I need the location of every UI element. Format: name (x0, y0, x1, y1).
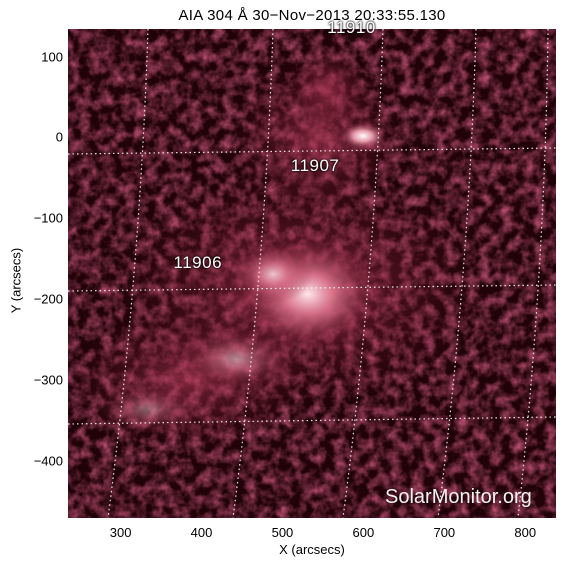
grid-line (68, 147, 556, 155)
y-tick-label: 100 (41, 49, 63, 65)
watermark-text: SolarMonitor.org (385, 486, 532, 508)
active-region-label: 11906 (173, 252, 223, 272)
solar-image-panel (68, 29, 556, 518)
y-axis-label: Y (arcsecs) (8, 247, 24, 314)
x-tick-label: 600 (352, 525, 375, 540)
heliographic-grid (68, 29, 556, 518)
grid-line (232, 29, 274, 518)
y-tick-label: 0 (55, 129, 63, 145)
y-tick-label: −100 (33, 210, 63, 226)
x-tick-label: 400 (190, 525, 213, 540)
grid-line (68, 284, 556, 292)
y-tick-label: −400 (33, 453, 63, 469)
y-tick-label: −200 (33, 291, 63, 307)
figure-title: AIA 304 Å 30−Nov−2013 20:33:55.130 (178, 7, 446, 24)
active-region-label: 11907 (290, 155, 340, 175)
x-tick-label: 700 (433, 525, 456, 540)
grid-line (107, 29, 149, 518)
x-axis-label: X (arcsecs) (279, 542, 345, 557)
grid-line (342, 29, 384, 518)
sun-image (68, 29, 556, 518)
y-tick-label: −300 (33, 372, 63, 388)
active-region-label: 11910 (327, 18, 376, 38)
x-tick-label: 300 (109, 525, 132, 540)
x-tick-label: 800 (514, 525, 537, 540)
x-tick-label: 500 (271, 525, 294, 540)
grid-line (68, 416, 556, 425)
